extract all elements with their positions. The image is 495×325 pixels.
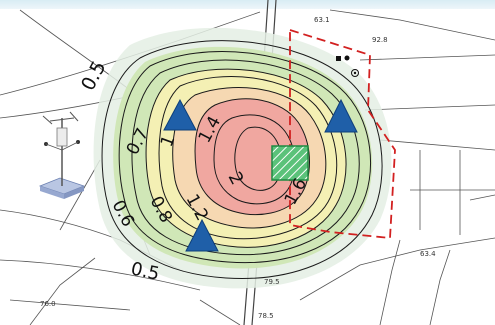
site-boundary (289, 28, 396, 239)
elevation-label: 92.8 (372, 36, 388, 44)
elevation-label: 79.5 (264, 278, 280, 286)
elevation-labels: 63.1 92.8 63.4 78.5 79.5 76.0 (40, 16, 436, 320)
weather-station-icon (38, 111, 86, 199)
receptor-triangle-east (324, 98, 358, 133)
elevation-label: 63.1 (314, 16, 330, 24)
building-symbols (336, 55, 359, 77)
emission-source (271, 145, 309, 181)
receptor-triangle-west (163, 98, 197, 131)
receptor-markers (163, 98, 358, 252)
elevation-label: 76.0 (40, 300, 56, 308)
receptor-triangle-south (185, 218, 219, 252)
map-top-band (0, 0, 495, 9)
elevation-label: 63.4 (420, 250, 436, 258)
contour-label: 0.5 (129, 258, 161, 284)
concentration-zones (93, 27, 392, 289)
zone-red (194, 98, 310, 215)
elevation-label: 78.5 (258, 312, 274, 320)
contour-lines (101, 40, 383, 279)
